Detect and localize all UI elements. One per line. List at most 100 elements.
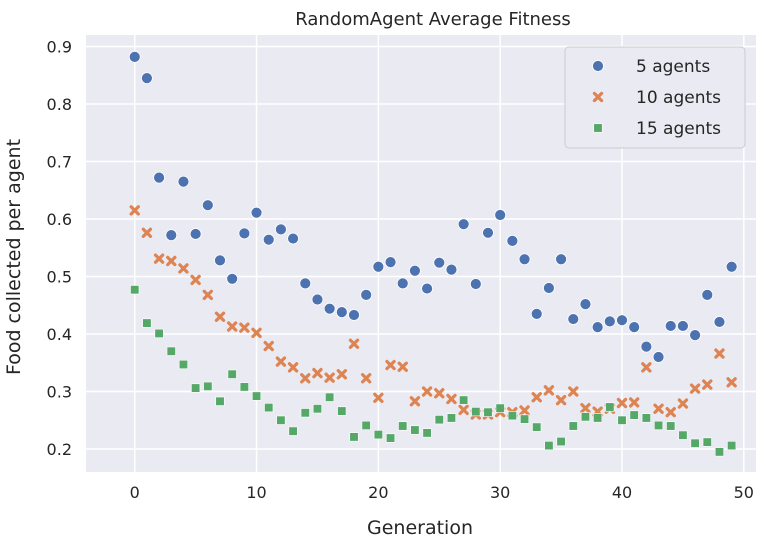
- data-point: [617, 415, 627, 425]
- data-point: [507, 411, 517, 421]
- data-point: [616, 314, 628, 327]
- legend-item: 5 agents: [592, 57, 710, 77]
- y-tick-label: 0.4: [47, 325, 72, 344]
- data-point: [446, 393, 457, 405]
- data-point: [434, 415, 444, 425]
- x-axis-ticks: 0 10 20 30 40 50: [130, 483, 754, 502]
- data-point: [300, 408, 310, 418]
- x-tick-label: 50: [734, 483, 754, 502]
- data-point: [653, 420, 664, 430]
- data-point: [603, 315, 616, 328]
- data-point: [714, 348, 725, 359]
- data-point: [190, 274, 201, 286]
- data-point: [544, 440, 554, 451]
- data-point: [373, 392, 384, 404]
- data-point: [483, 407, 493, 417]
- data-point: [335, 306, 348, 319]
- data-point: [397, 361, 408, 372]
- data-point: [530, 307, 543, 320]
- data-point: [433, 256, 446, 269]
- data-point: [664, 320, 677, 332]
- data-point: [532, 422, 542, 432]
- data-point: [166, 346, 176, 356]
- data-point: [142, 318, 152, 328]
- data-point: [579, 298, 592, 311]
- data-point: [130, 285, 140, 295]
- data-point: [178, 263, 189, 274]
- data-point: [262, 233, 275, 246]
- data-point: [214, 311, 226, 322]
- data-point: [457, 218, 470, 231]
- data-point: [482, 226, 494, 239]
- data-point: [337, 406, 347, 416]
- data-point: [567, 313, 580, 325]
- data-point: [276, 415, 286, 425]
- data-point: [556, 436, 566, 447]
- data-point: [250, 206, 263, 219]
- data-point: [518, 253, 531, 266]
- legend-label: 5 agents: [636, 57, 710, 77]
- data-point: [494, 209, 507, 221]
- data-point: [165, 229, 178, 242]
- data-point: [628, 397, 640, 408]
- data-point: [178, 359, 189, 370]
- data-point: [360, 288, 373, 301]
- data-point: [677, 320, 689, 332]
- data-point: [128, 50, 141, 63]
- data-point: [141, 227, 153, 238]
- data-point: [373, 430, 383, 440]
- data-point: [653, 403, 664, 414]
- y-axis-label: Food collected per agent: [3, 139, 25, 375]
- data-point: [666, 421, 676, 431]
- data-point: [445, 263, 458, 276]
- data-point: [555, 394, 567, 406]
- data-point: [348, 309, 360, 321]
- x-tick-label: 10: [246, 483, 266, 502]
- data-point: [203, 381, 213, 391]
- data-point: [726, 377, 737, 388]
- data-point: [678, 430, 688, 440]
- data-point: [299, 277, 312, 290]
- data-point: [153, 253, 165, 264]
- data-point: [360, 373, 372, 384]
- data-point: [593, 413, 603, 423]
- data-point: [410, 425, 420, 435]
- data-point: [506, 234, 519, 247]
- legend-item: 10 agents: [592, 88, 721, 108]
- data-point: [189, 228, 202, 240]
- y-axis-ticks: 0.2 0.3 0.4 0.5 0.6 0.7 0.8 0.9: [47, 38, 72, 460]
- data-point: [409, 396, 421, 407]
- data-point: [325, 392, 335, 402]
- data-point: [226, 272, 239, 285]
- series-1: [128, 50, 738, 363]
- data-point: [312, 367, 323, 379]
- data-point: [555, 253, 567, 266]
- data-point: [275, 223, 287, 236]
- data-point: [629, 410, 639, 420]
- chart-title: RandomAgent Average Fitness: [295, 9, 571, 30]
- data-point: [348, 338, 360, 349]
- data-point: [239, 382, 249, 392]
- data-point: [495, 403, 505, 413]
- data-point: [372, 260, 385, 273]
- y-tick-label: 0.2: [47, 440, 72, 459]
- x-axis-label: Generation: [367, 517, 473, 539]
- data-point: [141, 72, 153, 85]
- legend-item: 15 agents: [593, 119, 721, 139]
- data-point: [154, 328, 164, 338]
- data-point: [251, 391, 262, 401]
- data-point: [616, 397, 628, 409]
- data-point: [640, 340, 653, 353]
- y-tick-label: 0.5: [47, 268, 72, 287]
- data-point: [543, 282, 555, 294]
- data-point: [300, 373, 311, 384]
- data-point: [702, 379, 713, 390]
- legend-box: [564, 46, 746, 149]
- data-point: [568, 421, 578, 431]
- data-point: [641, 362, 652, 373]
- data-point: [568, 386, 579, 397]
- data-point: [226, 321, 238, 332]
- data-point: [396, 277, 409, 290]
- data-point: [580, 412, 591, 422]
- data-points: [128, 50, 738, 457]
